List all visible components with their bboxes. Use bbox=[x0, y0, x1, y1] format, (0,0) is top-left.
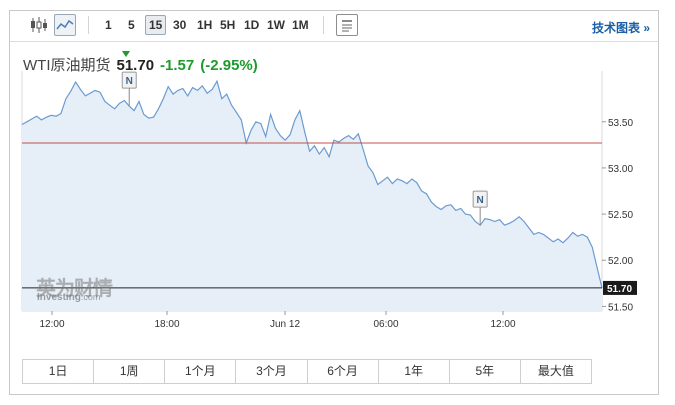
range-1y-button[interactable]: 1年 bbox=[379, 360, 450, 383]
interval-1min-button[interactable]: 1 bbox=[105, 18, 112, 32]
technical-chart-link[interactable]: 技术图表 » bbox=[591, 21, 650, 35]
range-1d-button[interactable]: 1日 bbox=[23, 360, 95, 383]
x-tick-label: 12:00 bbox=[39, 319, 64, 330]
price-chart[interactable]: 53.50 53.00 52.50 52.00 51.50 51.70 12:00 18:00… bbox=[10, 11, 660, 341]
range-max-button[interactable]: 最大值 bbox=[537, 364, 574, 378]
interval-5min-button[interactable]: 5 bbox=[128, 18, 135, 32]
quote-header: WTI原油期货 51.70 -1.57 (-2.95%) bbox=[23, 54, 258, 75]
x-tick-label: 12:00 bbox=[490, 319, 515, 330]
last-price-box bbox=[603, 280, 637, 295]
interval-5h-button[interactable]: 5H bbox=[220, 18, 236, 32]
range-6m-button[interactable]: 6个月 bbox=[308, 360, 379, 383]
news-marker-box bbox=[121, 71, 137, 89]
interval-1w-button[interactable]: 1W bbox=[267, 18, 285, 32]
range-1m-button[interactable]: 1个月 bbox=[165, 360, 237, 383]
y-tick-label: 53.50 bbox=[608, 118, 633, 129]
interval-1h-button[interactable]: 1H bbox=[197, 18, 213, 32]
range-selector: 1日 1周 1个月 3个月 6个月 1年 5年 最大值 bbox=[22, 359, 592, 384]
news-marker-box bbox=[472, 190, 488, 208]
interval-1d-button[interactable]: 1D bbox=[244, 18, 260, 32]
toolbar-divider bbox=[88, 16, 89, 34]
last-price: 51.70 bbox=[116, 57, 155, 74]
price-change-percent: (-2.95%) bbox=[200, 57, 258, 74]
watermark-logo-cn: 英为财情 bbox=[36, 278, 113, 300]
range-3m-button[interactable]: 3个月 bbox=[236, 360, 308, 383]
news-marker-label: N bbox=[126, 76, 133, 87]
interval-15min-button[interactable]: 15 bbox=[145, 15, 167, 35]
y-tick-label: 52.00 bbox=[608, 256, 633, 267]
interval-1m-button[interactable]: 1M bbox=[292, 18, 309, 32]
chart-settings-icon[interactable] bbox=[336, 14, 358, 36]
range-5y-button[interactable]: 5年 bbox=[450, 360, 521, 383]
interval-30min-button[interactable]: 30 bbox=[173, 18, 187, 32]
chart-toolbar: 1 5 15 30 1H 5H 1D 1W 1M 技术图表 » bbox=[10, 11, 658, 42]
range-1w-button[interactable]: 1周 bbox=[94, 360, 166, 383]
x-tick-label: 18:00 bbox=[154, 319, 179, 330]
chart-widget: 1 5 15 30 1H 5H 1D 1W 1M 技术图表 » WTI原油期货 5… bbox=[9, 10, 659, 395]
price-series-line bbox=[21, 79, 603, 289]
news-marker-label: N bbox=[477, 195, 484, 206]
instrument-name: WTI原油期货 bbox=[23, 57, 111, 74]
candlestick-icon[interactable] bbox=[28, 14, 50, 36]
down-arrow-icon bbox=[122, 51, 130, 57]
area-chart-icon[interactable] bbox=[54, 14, 76, 36]
y-tick-label: 52.50 bbox=[608, 210, 633, 221]
price-area-fill bbox=[22, 81, 602, 311]
watermark-logo-en: Investing.com bbox=[37, 292, 101, 303]
x-tick-label: 06:00 bbox=[373, 319, 398, 330]
toolbar-divider bbox=[323, 16, 324, 34]
x-tick-label: Jun 12 bbox=[270, 319, 300, 330]
last-price-label: 51.70 bbox=[607, 284, 632, 295]
price-change: -1.57 bbox=[160, 57, 195, 74]
y-tick-label: 53.00 bbox=[608, 164, 633, 175]
y-tick-label: 51.50 bbox=[608, 302, 633, 313]
